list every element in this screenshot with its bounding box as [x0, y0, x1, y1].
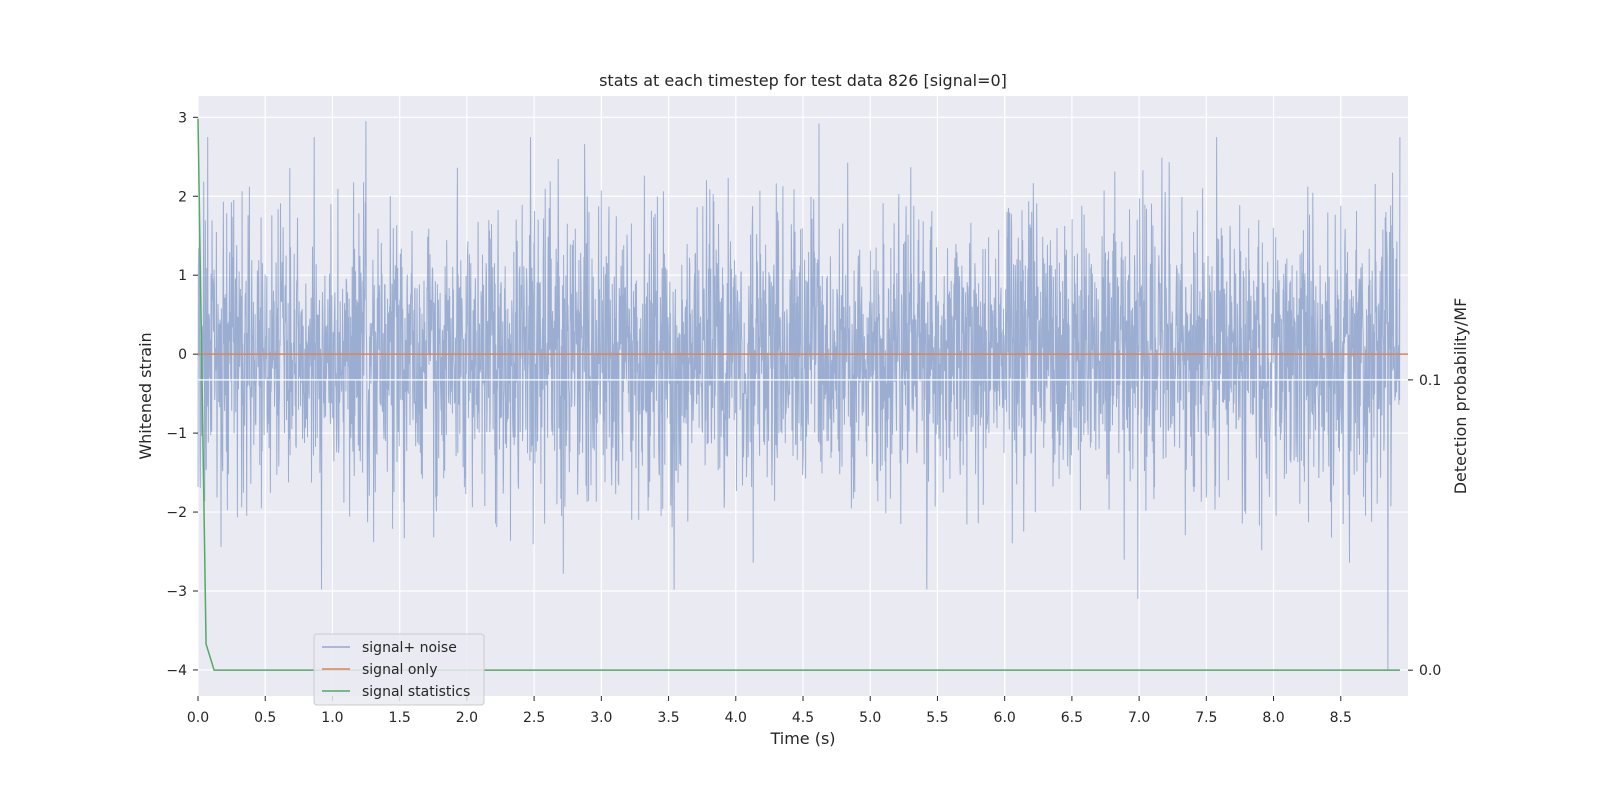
- x-tick-label: 1.0: [321, 710, 343, 726]
- legend-label-signal-noise: signal+ noise: [362, 640, 457, 656]
- x-tick-label: 4.5: [792, 710, 814, 726]
- series-signal-noise: [197, 121, 1401, 670]
- series-signal-statistics: [197, 118, 1408, 671]
- y-tick-label: 1: [178, 268, 187, 284]
- x-tick-label: 4.0: [725, 710, 747, 726]
- y-tick-label: −2: [166, 505, 187, 521]
- x-tick-label: 5.5: [926, 710, 948, 726]
- x-tick-label: 6.5: [1061, 710, 1083, 726]
- x-tick-label: 7.5: [1195, 710, 1217, 726]
- legend-box: [313, 633, 485, 706]
- y2-axis-label: Detection probability/MF: [1451, 298, 1470, 495]
- x-tick-label: 8.5: [1330, 710, 1352, 726]
- x-tick-label: 8.0: [1262, 710, 1284, 726]
- y-tick-label: 0: [178, 347, 187, 363]
- legend: signal+ noise signal only signal statist…: [313, 633, 485, 706]
- y2-axis-ticks: 0.1 0.0: [1408, 373, 1441, 679]
- y-tick-label: 2: [178, 189, 187, 205]
- y2-tick-label: 0.0: [1419, 663, 1441, 679]
- signal-noise-line: [197, 121, 1401, 670]
- y-tick-label: −4: [166, 663, 187, 679]
- legend-label-signal-statistics: signal statistics: [362, 684, 470, 700]
- x-tick-label: 5.0: [859, 710, 881, 726]
- y-axis-ticks: 3 2 1 0 −1 −2 −3 −4: [166, 110, 198, 679]
- chart-title: stats at each timestep for test data 826…: [599, 71, 1007, 90]
- y-tick-label: −3: [166, 584, 187, 600]
- x-tick-label: 2.0: [456, 710, 478, 726]
- legend-label-signal-only: signal only: [362, 662, 437, 678]
- x-tick-label: 7.0: [1128, 710, 1150, 726]
- x-tick-label: 3.0: [590, 710, 612, 726]
- y-tick-label: −1: [166, 426, 187, 442]
- y2-tick-label: 0.1: [1419, 373, 1441, 389]
- x-axis-label: Time (s): [769, 729, 835, 748]
- x-tick-label: 0.5: [254, 710, 276, 726]
- x-tick-label: 6.0: [994, 710, 1016, 726]
- x-tick-label: 0.0: [187, 710, 209, 726]
- x-tick-label: 1.5: [389, 710, 411, 726]
- x-tick-label: 2.5: [523, 710, 545, 726]
- y-tick-label: 3: [178, 110, 187, 126]
- y-axis-label: Whitened strain: [136, 332, 155, 459]
- x-tick-label: 3.5: [657, 710, 679, 726]
- signal-statistics-line: [197, 118, 1400, 671]
- x-axis-ticks: 0.0 0.5 1.0 1.5 2.0 2.5 3.0 3.5 4.0 4.5 5.0 5.5 6.0 6…: [187, 696, 1352, 726]
